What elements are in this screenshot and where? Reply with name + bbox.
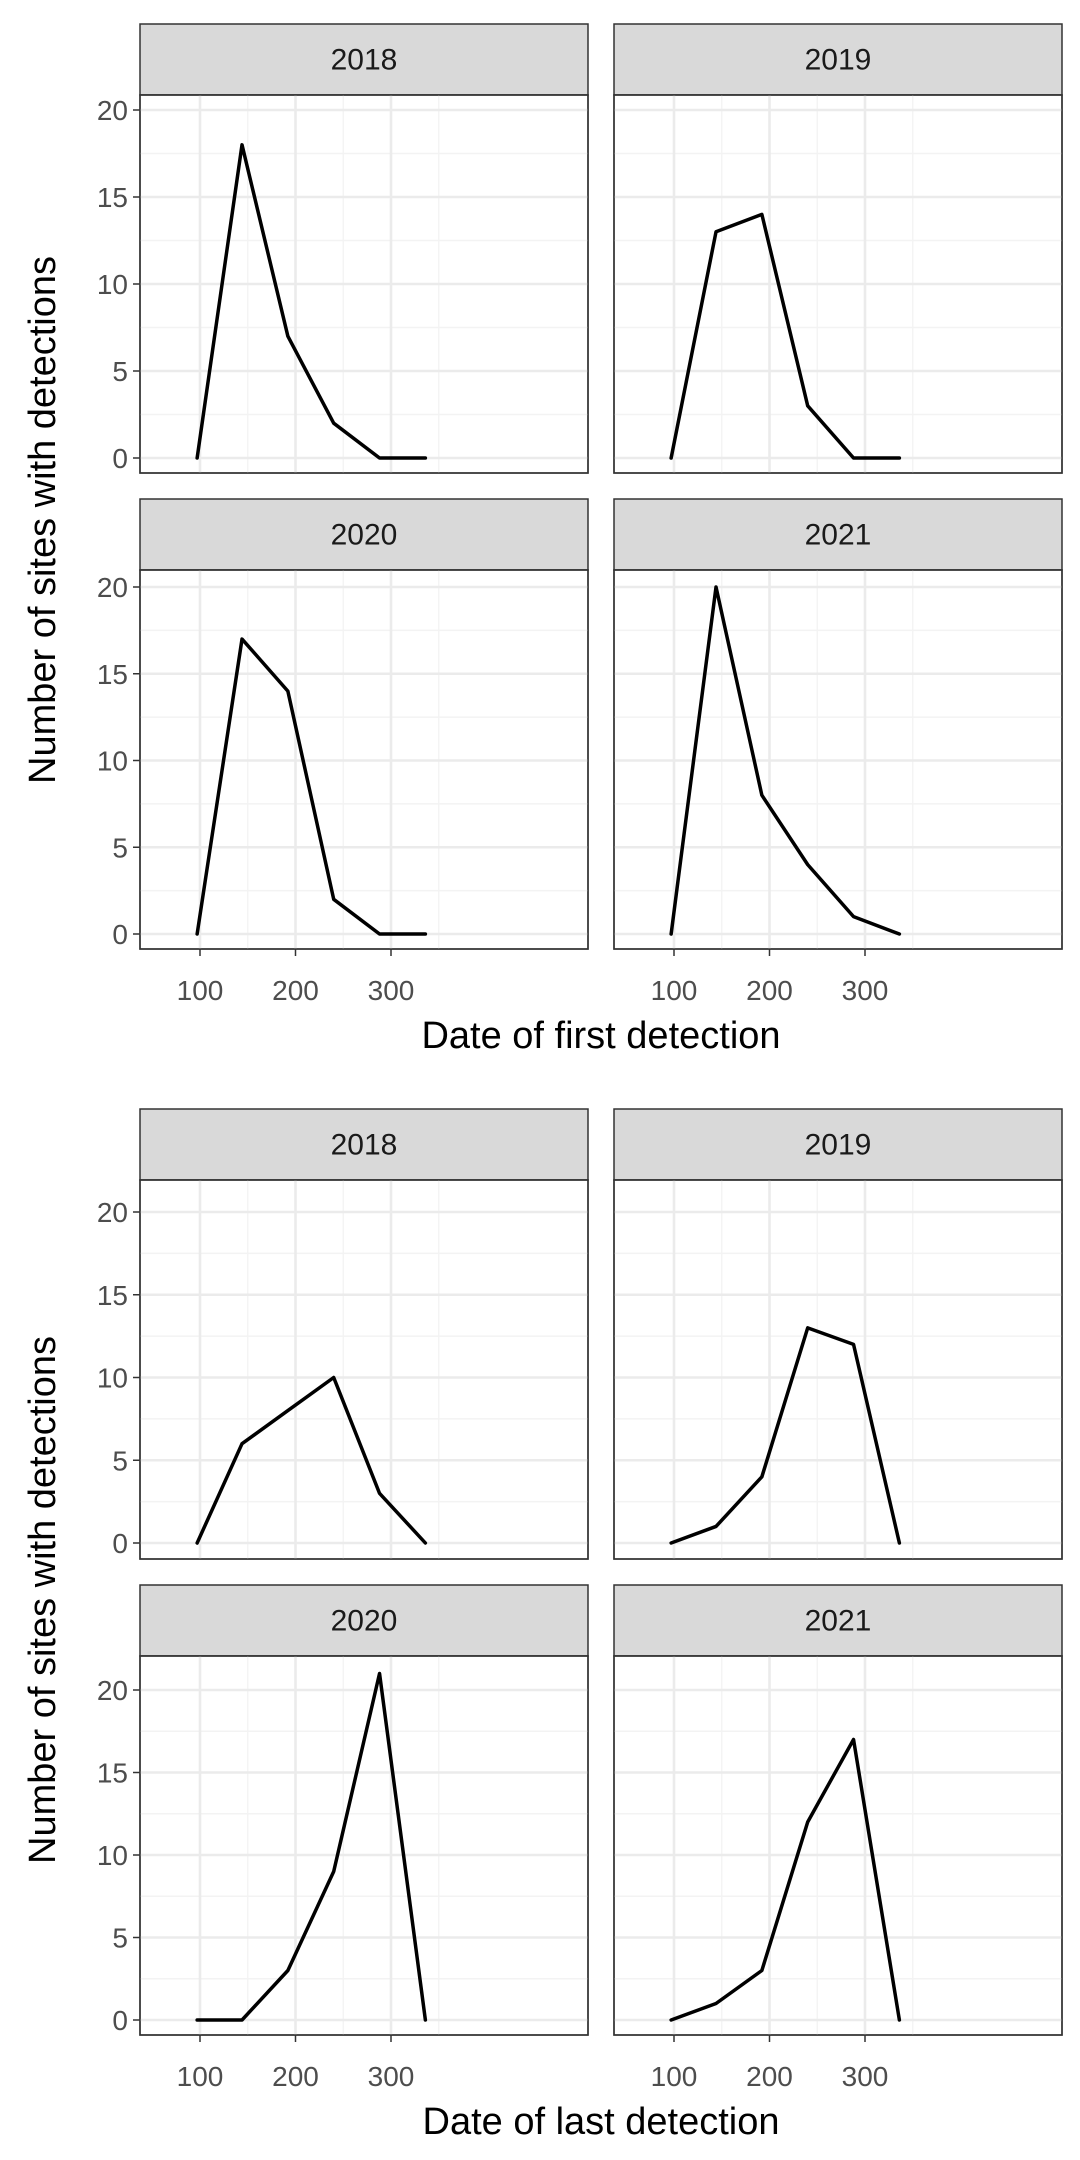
series-line: [669, 212, 902, 460]
x-tick-label: 100: [651, 975, 698, 1006]
panel-2018: 2018 0 5 10 15 20: [97, 23, 589, 474]
x-tick-label: 100: [651, 2061, 698, 2092]
series-line: [669, 585, 902, 936]
y-tick-label: 5: [112, 1923, 128, 1954]
panel-2020: 2020 0 5 10 15 20 100 200 300: [97, 1584, 589, 2092]
series-line: [195, 143, 428, 460]
facet-strip-label: 2021: [805, 1605, 872, 1638]
y-tick-label: 15: [97, 1280, 128, 1311]
y-tick-label: 20: [97, 1675, 128, 1706]
plot-area: [613, 1655, 1063, 2036]
facet-strip-label: 2018: [331, 1129, 398, 1162]
y-tick-label: 10: [97, 1363, 128, 1394]
series-line: [195, 1375, 428, 1545]
series-line: [195, 637, 428, 936]
panel-border: [613, 569, 1063, 950]
x-tick-label: 300: [368, 2061, 415, 2092]
y-tick-label: 10: [97, 746, 128, 777]
y-axis-title: Number of sites with detections: [22, 256, 64, 784]
x-tick-label: 200: [272, 975, 319, 1006]
series-line: [669, 1737, 902, 2022]
facet-strip: [613, 23, 1063, 96]
y-tick-label: 0: [112, 1528, 128, 1559]
panel-border: [613, 94, 1063, 474]
y-axis-title: Number of sites with detections: [22, 1336, 64, 1864]
facet-strip: [139, 1584, 589, 1657]
panel-2019: 2019: [613, 23, 1063, 474]
series-line: [669, 1326, 902, 1545]
facet-strip-label: 2020: [331, 1605, 398, 1638]
x-tick-label: 300: [368, 975, 415, 1006]
x-tick-label: 100: [177, 2061, 224, 2092]
x-tick-label: 300: [842, 2061, 889, 2092]
x-tick-label: 300: [842, 975, 889, 1006]
facet-strip: [613, 1584, 1063, 1657]
x-tick-label: 100: [177, 975, 224, 1006]
facet-strip: [613, 1108, 1063, 1181]
panel-border: [139, 1655, 589, 2036]
x-tick-label: 200: [272, 2061, 319, 2092]
facet-strip: [139, 1108, 589, 1181]
x-axis-title: Date of first detection: [421, 1015, 780, 1057]
facet-strip: [613, 498, 1063, 571]
y-tick-label: 20: [97, 1197, 128, 1228]
plot-area: [139, 1655, 589, 2036]
plot-area: [139, 1179, 589, 1560]
y-tick-label: 10: [97, 269, 128, 300]
panel-2021: 2021 100 200 300: [613, 1584, 1063, 2092]
panel-2020: 2020 0 5 10 15 20 100 200 300: [97, 498, 589, 1006]
facet-strip-label: 2019: [805, 44, 872, 77]
panel-border: [139, 1179, 589, 1560]
panel-2021: 2021 100 200 300: [613, 498, 1063, 1006]
y-tick-label: 15: [97, 182, 128, 213]
facet-strip-label: 2018: [331, 44, 398, 77]
y-tick-label: 15: [97, 659, 128, 690]
y-tick-label: 20: [97, 95, 128, 126]
y-tick-label: 10: [97, 1840, 128, 1871]
panel-border: [613, 1655, 1063, 2036]
y-tick-label: 5: [112, 832, 128, 863]
y-tick-label: 0: [112, 2005, 128, 2036]
y-tick-label: 0: [112, 443, 128, 474]
x-tick-label: 200: [746, 2061, 793, 2092]
facet-strip-label: 2021: [805, 519, 872, 552]
y-tick-label: 5: [112, 356, 128, 387]
panel-2019: 2019: [613, 1108, 1063, 1560]
panel-2018: 2018 0 5 10 15 20: [97, 1108, 589, 1560]
x-tick-label: 200: [746, 975, 793, 1006]
y-tick-label: 5: [112, 1445, 128, 1476]
panel-border: [613, 1179, 1063, 1560]
y-tick-label: 20: [97, 572, 128, 603]
x-axis-title: Date of last detection: [423, 2101, 780, 2143]
facet-strip: [139, 498, 589, 571]
facet-strip: [139, 23, 589, 96]
plot-area: [613, 1179, 1063, 1560]
panel-border: [139, 569, 589, 950]
series-line: [195, 1671, 428, 2022]
facet-strip-label: 2019: [805, 1129, 872, 1162]
y-tick-label: 0: [112, 919, 128, 950]
y-tick-label: 15: [97, 1758, 128, 1789]
facet-strip-label: 2020: [331, 519, 398, 552]
